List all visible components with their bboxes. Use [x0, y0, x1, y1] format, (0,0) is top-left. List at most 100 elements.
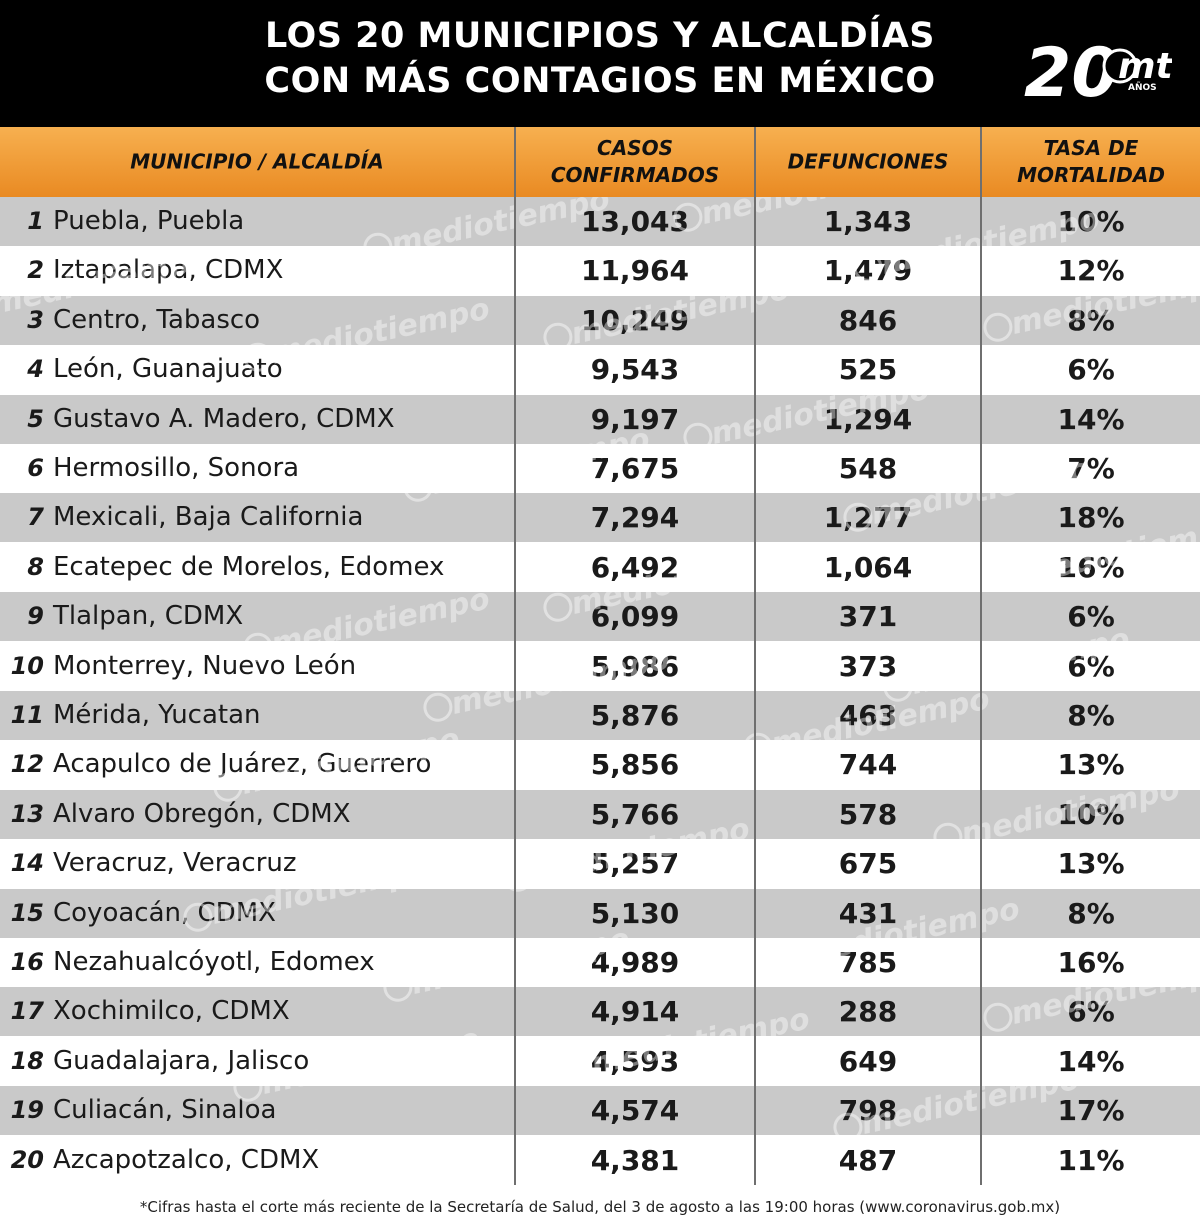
- table-row: 12 Acapulco de Juárez, Guerrero 5,856 744 13…: [0, 740, 1200, 790]
- tasa-mortalidad-value: 16%: [1057, 946, 1125, 979]
- defunciones-value: 1,294: [823, 402, 913, 436]
- column-header-casos: CASOS CONFIRMADOS: [516, 127, 754, 197]
- casos-confirmados-value: 13,043: [580, 205, 690, 238]
- row-rank: 14: [10, 849, 44, 878]
- defunciones-value: 548: [838, 452, 898, 485]
- casos-confirmados-value: 7,294: [590, 501, 680, 535]
- logo-anos: AÑOS: [1128, 82, 1157, 93]
- municipio-name: Hermosillo, Sonora: [53, 453, 300, 483]
- casos-confirmados-value: 5,856: [590, 748, 680, 782]
- casos-confirmados-value: 4,381: [590, 1143, 680, 1177]
- defunciones-value: 431: [838, 896, 898, 930]
- row-rank: 4: [27, 355, 44, 384]
- defunciones-value: 798: [838, 1094, 898, 1128]
- defunciones-value: 846: [838, 303, 898, 337]
- tasa-mortalidad-value: 16%: [1057, 550, 1125, 584]
- municipio-name: Acapulco de Juárez, Guerrero: [53, 749, 432, 780]
- table-row: 11 Mérida, Yucatan 5,876 463 8%: [0, 691, 1200, 740]
- defunciones-value: 1,479: [823, 254, 913, 288]
- column-header-tasa: TASA DE MORTALIDAD: [982, 127, 1200, 197]
- casos-confirmados-value: 6,099: [590, 600, 680, 634]
- casos-confirmados-value: 7,675: [590, 452, 680, 485]
- header-bar: LOS 20 MUNICIPIOS Y ALCALDÍAS CON MÁS CO…: [0, 0, 1200, 127]
- row-rank: 9: [27, 602, 44, 631]
- table-row: 3 Centro, Tabasco 10,249 846 8%: [0, 295, 1200, 345]
- casos-confirmados-value: 5,876: [590, 699, 680, 732]
- tasa-mortalidad-value: 12%: [1057, 254, 1125, 288]
- casos-confirmados-value: 9,543: [590, 353, 680, 387]
- casos-confirmados-value: 9,197: [590, 402, 680, 436]
- tasa-mortalidad-value: 14%: [1057, 402, 1125, 436]
- table-row: 1 Puebla, Puebla 13,043 1,343 10%: [0, 197, 1200, 246]
- table-row: 4 León, Guanajuato 9,543 525 6%: [0, 345, 1200, 395]
- row-rank: 12: [10, 750, 44, 779]
- tasa-mortalidad-value: 10%: [1057, 205, 1125, 238]
- defunciones-value: 578: [838, 797, 898, 831]
- municipio-name: Azcapotzalco, CDMX: [53, 1144, 320, 1175]
- tasa-mortalidad-value: 6%: [1067, 649, 1115, 683]
- casos-confirmados-value: 4,593: [590, 1044, 680, 1078]
- municipio-name: Ecatepec de Morelos, Edomex: [53, 551, 445, 582]
- defunciones-value: 371: [838, 600, 898, 634]
- casos-confirmados-value: 4,914: [590, 995, 680, 1029]
- table-row: 18 Guadalajara, Jalisco 4,593 649 14%: [0, 1036, 1200, 1086]
- row-rank: 20: [10, 1145, 44, 1174]
- tasa-mortalidad-value: 13%: [1057, 847, 1125, 881]
- title-line-2: CON MÁS CONTAGIOS EN MÉXICO: [264, 61, 936, 101]
- row-rank: 1: [27, 207, 44, 235]
- table-row: 14 Veracruz, Veracruz 5,257 675 13%: [0, 839, 1200, 889]
- municipio-name: Centro, Tabasco: [53, 304, 261, 335]
- table-row: 19 Culiacán, Sinaloa 4,574 798 17%: [0, 1086, 1200, 1136]
- row-rank: 11: [10, 701, 44, 729]
- logo-ring: [1102, 48, 1138, 84]
- defunciones-value: 675: [838, 847, 898, 881]
- table-row: 13 Alvaro Obregón, CDMX 5,766 578 10%: [0, 789, 1200, 839]
- table-row: 16 Nezahualcóyotl, Edomex 4,989 785 16%: [0, 938, 1200, 987]
- defunciones-value: 744: [838, 748, 898, 782]
- logo-mt: mt: [1118, 46, 1172, 87]
- casos-confirmados-value: 6,492: [590, 550, 680, 584]
- table-row: 7 Mexicali, Baja California 7,294 1,277 18%: [0, 493, 1200, 543]
- row-rank: 10: [10, 651, 44, 680]
- column-divider: [514, 127, 516, 1185]
- defunciones-value: 373: [838, 649, 898, 683]
- municipio-name: Monterrey, Nuevo León: [53, 650, 357, 681]
- table-row: 15 Coyoacán, CDMX 5,130 431 8%: [0, 888, 1200, 938]
- table-row: 17 Xochimilco, CDMX 4,914 288 6%: [0, 987, 1200, 1037]
- municipio-name: Xochimilco, CDMX: [53, 996, 290, 1027]
- casos-confirmados-value: 4,989: [590, 946, 680, 979]
- casos-confirmados-value: 4,574: [590, 1094, 680, 1128]
- tasa-mortalidad-value: 17%: [1057, 1094, 1125, 1128]
- tasa-mortalidad-value: 18%: [1057, 501, 1125, 535]
- defunciones-value: 1,277: [823, 501, 913, 535]
- tasa-mortalidad-value: 8%: [1067, 896, 1115, 930]
- row-rank: 16: [10, 948, 44, 976]
- column-header-municipio: MUNICIPIO / ALCALDÍA: [0, 127, 514, 197]
- logo-big-number: 20: [1024, 34, 1119, 108]
- row-rank: 13: [10, 799, 44, 828]
- defunciones-value: 487: [838, 1143, 898, 1177]
- tasa-mortalidad-value: 14%: [1057, 1044, 1125, 1078]
- row-rank: 3: [27, 305, 44, 334]
- table-row: 20 Azcapotzalco, CDMX 4,381 487 11%: [0, 1135, 1200, 1185]
- title-line-1: LOS 20 MUNICIPIOS Y ALCALDÍAS: [264, 16, 936, 56]
- defunciones-value: 288: [838, 995, 898, 1029]
- column-header-defunciones-label: DEFUNCIONES: [787, 149, 949, 174]
- row-rank: 18: [10, 1046, 44, 1075]
- municipio-name: Mexicali, Baja California: [53, 502, 364, 533]
- defunciones-value: 785: [838, 946, 898, 979]
- table-row: 9 Tlalpan, CDMX 6,099 371 6%: [0, 592, 1200, 642]
- mt-20-anos-logo: 20 mt AÑOS: [1024, 34, 1172, 108]
- tasa-mortalidad-value: 10%: [1057, 797, 1125, 831]
- municipio-name: Mérida, Yucatan: [53, 700, 261, 730]
- column-header-casos-label: CASOS CONFIRMADOS: [550, 136, 720, 187]
- tasa-mortalidad-value: 8%: [1067, 699, 1115, 732]
- row-rank: 8: [27, 552, 44, 581]
- casos-confirmados-value: 5,766: [590, 797, 680, 831]
- defunciones-value: 1,343: [823, 205, 913, 238]
- tasa-mortalidad-value: 8%: [1067, 303, 1115, 337]
- defunciones-value: 463: [838, 699, 898, 732]
- row-rank: 7: [27, 503, 44, 532]
- tasa-mortalidad-value: 6%: [1067, 995, 1115, 1029]
- column-header-tasa-label: TASA DE MORTALIDAD: [1017, 136, 1165, 187]
